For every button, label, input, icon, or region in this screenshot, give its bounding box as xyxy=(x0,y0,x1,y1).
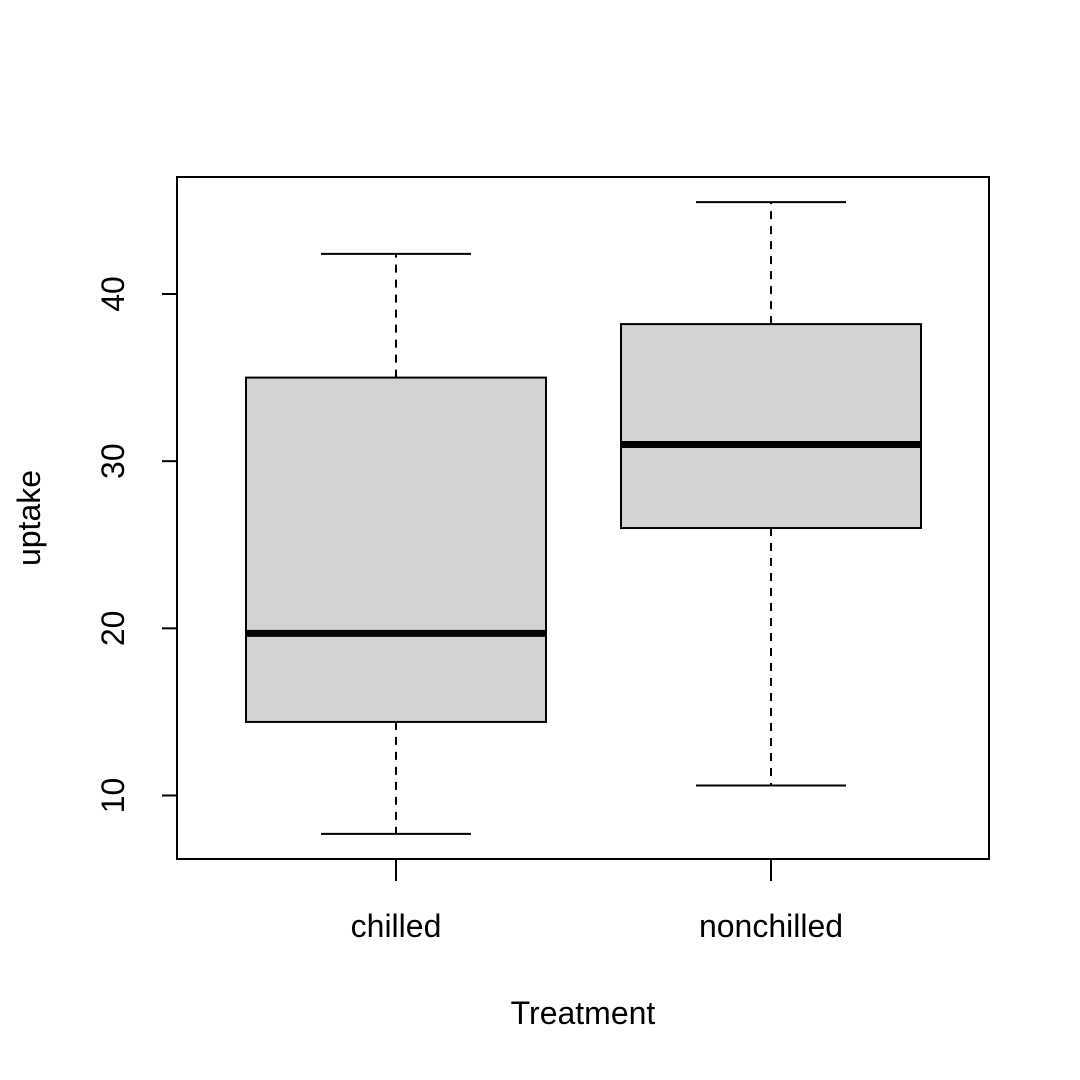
x-tick-label-chilled: chilled xyxy=(351,908,442,944)
plot-frame xyxy=(176,176,990,860)
x-axis-label: Treatment xyxy=(511,995,656,1031)
iqr-box xyxy=(245,376,547,723)
iqr-box xyxy=(620,323,922,530)
y-tick-label: 20 xyxy=(95,611,131,647)
y-axis-label: uptake xyxy=(11,470,47,566)
y-tick-label: 10 xyxy=(95,778,131,814)
x-axis: chilled nonchilled xyxy=(351,859,843,944)
y-axis: 10 20 30 40 xyxy=(95,276,177,813)
box-nonchilled xyxy=(620,201,922,787)
x-tick-label-nonchilled: nonchilled xyxy=(699,908,843,944)
box-chilled xyxy=(245,252,547,835)
y-tick-label: 30 xyxy=(95,443,131,479)
y-tick-label: 40 xyxy=(95,276,131,312)
boxes-layer xyxy=(245,201,922,835)
